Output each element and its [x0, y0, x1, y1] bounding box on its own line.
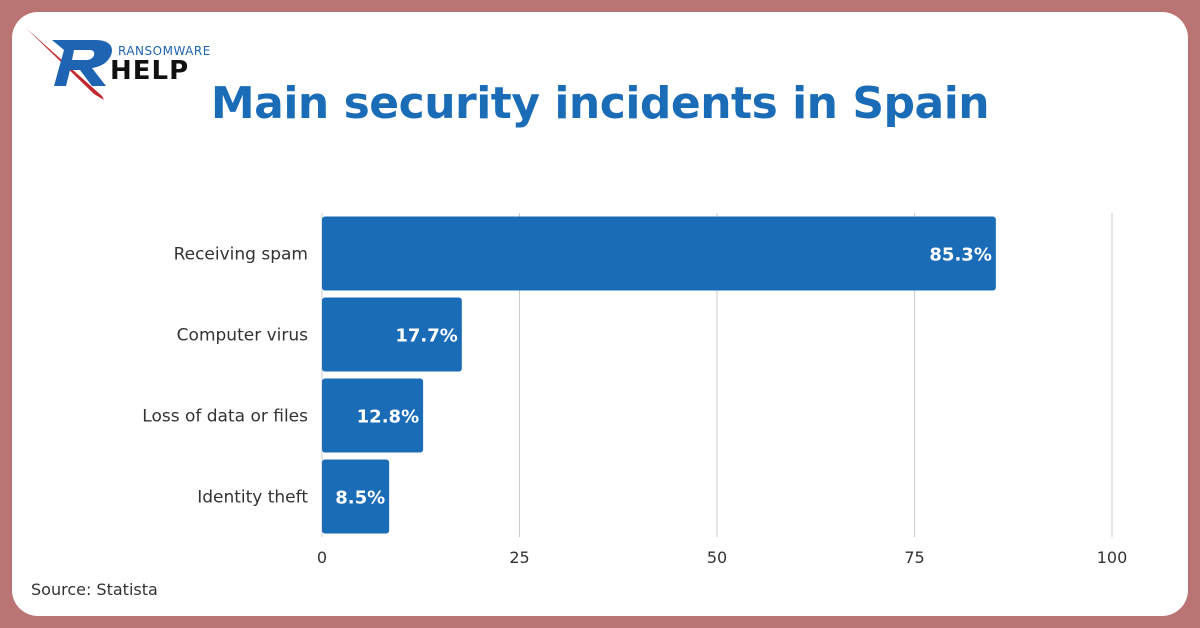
category-label: Receiving spam: [174, 245, 308, 265]
bar: [322, 378, 424, 453]
x-tick-label: 100: [1097, 548, 1128, 567]
x-tick-label: 75: [904, 548, 924, 567]
ransomware-help-logo: [24, 28, 214, 102]
x-tick-label: 0: [317, 548, 327, 567]
x-tick-label: 50: [707, 548, 727, 567]
bar: [322, 297, 462, 372]
logo-big-text: HELP: [110, 56, 190, 86]
source-note: Source: Statista: [31, 580, 158, 599]
data-label: 12.8%: [357, 407, 419, 428]
data-label: 17.7%: [395, 326, 457, 347]
category-label: Computer virus: [177, 326, 308, 346]
data-label: 8.5%: [335, 488, 385, 509]
category-label: Identity theft: [197, 488, 308, 508]
chart-card: [12, 12, 1188, 616]
logo-small-text: RANSOMWARE: [118, 44, 211, 58]
data-label: 85.3%: [929, 245, 991, 266]
bar: [322, 459, 390, 534]
category-label: Loss of data or files: [142, 407, 308, 427]
x-tick-label: 25: [509, 548, 529, 567]
logo-r-mark-icon: [26, 28, 112, 100]
bar: [322, 216, 996, 291]
chart-title: Main security incidents in Spain: [210, 78, 990, 129]
